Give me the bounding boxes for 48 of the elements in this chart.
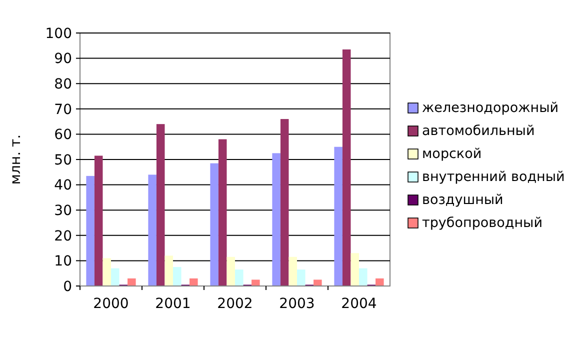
y-axis-title: млн. т.	[8, 134, 24, 185]
legend-label: внутренний водный	[422, 169, 565, 185]
x-tick-label: 2003	[279, 296, 315, 312]
bar	[334, 146, 342, 286]
legend-label: воздушный	[422, 192, 504, 208]
bar	[173, 267, 182, 286]
bar	[226, 256, 235, 286]
legend-label: трубопроводный	[422, 215, 542, 231]
y-tick-label: 40	[54, 178, 72, 194]
x-tick-label: 2002	[217, 296, 253, 312]
bar	[156, 124, 165, 286]
legend-label: морской	[422, 146, 482, 162]
legend-label: автомобильный	[422, 123, 535, 139]
bar	[86, 176, 94, 286]
bar	[350, 253, 359, 286]
y-tick-label: 80	[54, 76, 72, 92]
y-tick-label: 70	[54, 102, 72, 118]
bar	[297, 270, 306, 286]
bar	[252, 280, 260, 286]
bar	[288, 256, 297, 286]
bar	[314, 280, 322, 286]
y-tick-label: 10	[54, 254, 72, 270]
bar	[111, 268, 120, 286]
bar	[164, 256, 173, 286]
bar	[376, 278, 384, 286]
bar	[210, 163, 218, 286]
bar	[359, 268, 368, 286]
bar	[218, 139, 227, 286]
y-tick-label: 30	[54, 203, 72, 219]
bar	[342, 49, 351, 286]
y-tick-label: 20	[54, 228, 72, 244]
bar	[280, 119, 289, 286]
bar	[190, 278, 198, 286]
bar	[148, 174, 156, 286]
y-tick-label: 50	[54, 152, 72, 168]
bar	[272, 153, 280, 286]
bar	[235, 270, 244, 286]
x-tick-label: 2004	[341, 296, 377, 312]
bar	[128, 278, 136, 286]
y-tick-label: 0	[63, 278, 72, 295]
bar	[94, 156, 103, 286]
y-tick-label: 100	[45, 26, 72, 42]
legend-label: железнодорожный	[422, 100, 559, 116]
bar	[102, 258, 111, 286]
y-tick-label: 60	[54, 127, 72, 144]
x-tick-label: 2001	[155, 296, 191, 312]
x-tick-label: 2000	[93, 296, 129, 312]
y-tick-label: 90	[54, 51, 72, 68]
